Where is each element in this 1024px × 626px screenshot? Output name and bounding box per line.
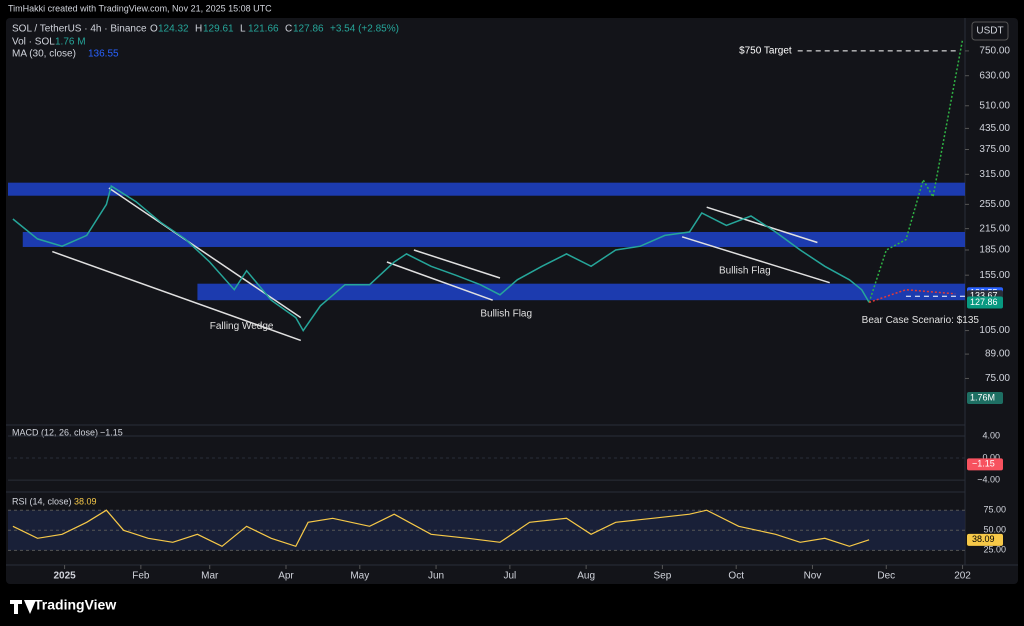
- currency-button[interactable]: [971, 21, 1009, 41]
- price-line: [12, 184, 870, 333]
- x-tick-label: Aug: [577, 571, 595, 582]
- support-zone: [22, 231, 965, 247]
- y-tick-label: 75.00: [983, 505, 1006, 515]
- rsi-value: 38.09: [74, 496, 97, 506]
- y-tick-label: 0.00: [982, 452, 1000, 462]
- credit: TimHakki created with TradingView.com, N…: [8, 3, 272, 13]
- x-tick-label: Sep: [654, 571, 672, 582]
- x-tick-label: 202: [954, 571, 971, 582]
- ohlc-key: H: [195, 24, 202, 35]
- annotation: Bear Case Scenario: $135: [862, 315, 980, 326]
- y-tick-label: 255.00: [979, 199, 1010, 210]
- trendline: [681, 236, 830, 284]
- macd-label: MACD (12, 26, close): [12, 427, 98, 437]
- y-tick-label: 4.00: [982, 430, 1000, 440]
- annotation: Bullish Flag: [719, 265, 771, 276]
- y-tick-label: 215.00: [979, 223, 1010, 234]
- y-tick-label: 375.00: [979, 144, 1010, 155]
- x-tick-label: Feb: [132, 571, 150, 582]
- logo: [10, 600, 36, 614]
- annotation: Falling Wedge: [210, 321, 274, 332]
- y-tick-label: 750.00: [979, 46, 1010, 57]
- ohlc-key: L: [240, 24, 246, 35]
- price-tag: [967, 296, 1003, 309]
- price-tag-label: 133.67: [970, 291, 998, 301]
- symbol: SOL / TetherUS · 4h · Binance: [12, 24, 147, 35]
- rsi-band: [8, 510, 965, 551]
- annotation: Bullish Flag: [480, 309, 532, 320]
- y-tick-label: 50.00: [983, 525, 1006, 535]
- ohlc-value: 121.66: [248, 24, 279, 35]
- forecast-line: [868, 39, 964, 303]
- y-tick-label: 75.00: [985, 373, 1010, 384]
- rsi-label: RSI (14, close): [12, 496, 72, 506]
- trendline: [108, 187, 302, 319]
- macd-value: −1.15: [100, 427, 123, 437]
- chart-panel: [6, 18, 1018, 584]
- y-tick-label: 510.00: [979, 100, 1010, 111]
- currency[interactable]: USDT: [976, 26, 1003, 37]
- brand: TradingView: [34, 597, 116, 613]
- x-tick-label: Dec: [877, 571, 895, 582]
- x-tick-label: 2025: [53, 571, 76, 582]
- y-tick-label: −4.00: [977, 474, 1000, 484]
- target-label: $750 Target: [739, 46, 792, 57]
- x-tick-label: Nov: [804, 571, 822, 582]
- x-tick-label: Mar: [201, 571, 219, 582]
- support-zone: [8, 182, 965, 196]
- y-tick-label: 105.00: [979, 325, 1010, 336]
- x-tick-label: Jun: [428, 571, 444, 582]
- macd-tag: [967, 458, 1003, 471]
- forecast-line: [868, 288, 956, 304]
- change: +3.54 (+2.85%): [330, 24, 399, 35]
- trendline: [52, 250, 302, 342]
- ohlc-key: O: [150, 24, 158, 35]
- macd-tag-label: −1.15: [972, 459, 995, 469]
- y-tick-label: 155.00: [979, 270, 1010, 281]
- volume-tag-label: 1.76M: [970, 392, 995, 402]
- ohlc-key: C: [285, 24, 292, 35]
- ohlc-value: 129.61: [203, 24, 234, 35]
- volume-value: 1.76 M: [55, 37, 86, 48]
- y-tick-label: 185.00: [979, 245, 1010, 256]
- ma-value: 136.55: [88, 49, 119, 60]
- volume-label: Vol · SOL: [12, 37, 55, 48]
- x-tick-label: Oct: [728, 571, 744, 582]
- ohlc-value: 127.86: [293, 24, 324, 35]
- rsi-tag-label: 38.09: [972, 534, 995, 544]
- rsi-tag: [967, 533, 1003, 546]
- y-tick-label: 435.00: [979, 123, 1010, 134]
- y-tick-label: 315.00: [979, 169, 1010, 180]
- ma-label: MA (30, close): [12, 49, 76, 60]
- volume-tag: [967, 392, 1003, 404]
- rsi-line: [12, 509, 870, 548]
- price-tag-label: 127.86: [970, 297, 998, 307]
- y-tick-label: 630.00: [979, 70, 1010, 81]
- trendline: [386, 261, 493, 301]
- trendline: [706, 206, 818, 244]
- x-tick-label: May: [350, 571, 369, 582]
- x-tick-label: Jul: [503, 571, 516, 582]
- x-tick-label: Apr: [278, 571, 294, 582]
- support-zone: [197, 283, 965, 301]
- y-tick-label: 89.00: [985, 349, 1010, 360]
- ohlc-value: 124.32: [158, 24, 189, 35]
- y-tick-label: 25.00: [983, 545, 1006, 555]
- trendline: [413, 249, 501, 279]
